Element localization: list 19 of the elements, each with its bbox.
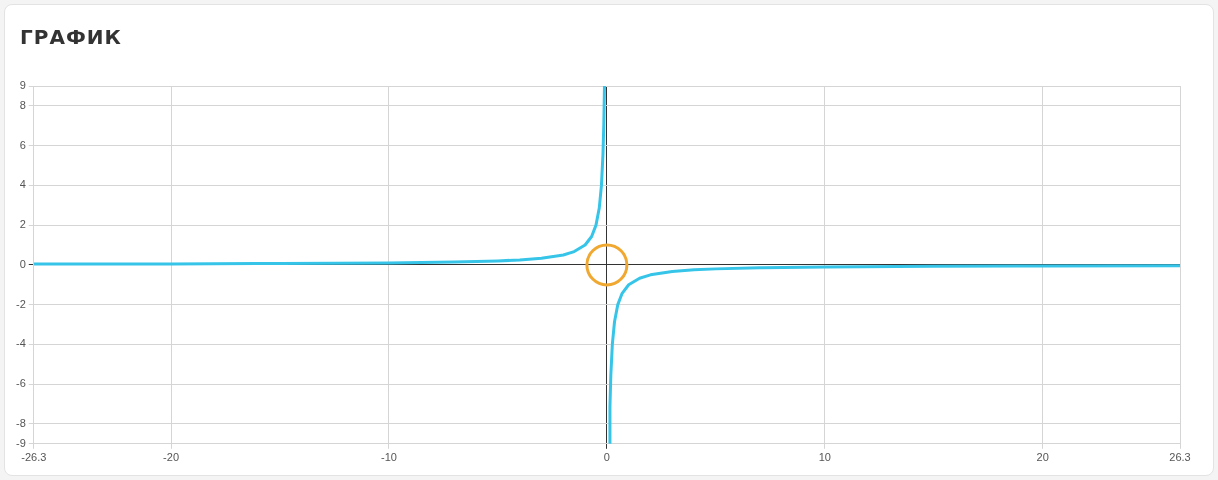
y-tick-label: 2	[19, 218, 26, 231]
y-tick-label: 9	[19, 79, 26, 92]
x-tick-label: -26.3	[21, 451, 47, 464]
y-tick-label: -6	[16, 377, 26, 390]
y-tick-label: -4	[16, 337, 26, 350]
x-tick-label: -10	[381, 451, 397, 464]
y-tick-label: -2	[16, 297, 26, 310]
x-tick-label: -20	[163, 451, 180, 464]
y-tick-label: 8	[19, 98, 26, 111]
x-tick-label: 20	[1036, 451, 1049, 464]
y-tick-label: -8	[16, 416, 26, 429]
x-tick-label: 26.3	[1169, 451, 1191, 464]
y-tick-label: -9	[16, 436, 26, 449]
x-tick-label: 0	[603, 451, 610, 464]
x-tick-label: 10	[818, 451, 831, 464]
chart-title: ГРАФИК	[20, 25, 122, 49]
y-tick-label: 0	[19, 257, 26, 270]
y-tick-label: 4	[19, 178, 26, 191]
y-tick-label: 6	[19, 138, 26, 151]
